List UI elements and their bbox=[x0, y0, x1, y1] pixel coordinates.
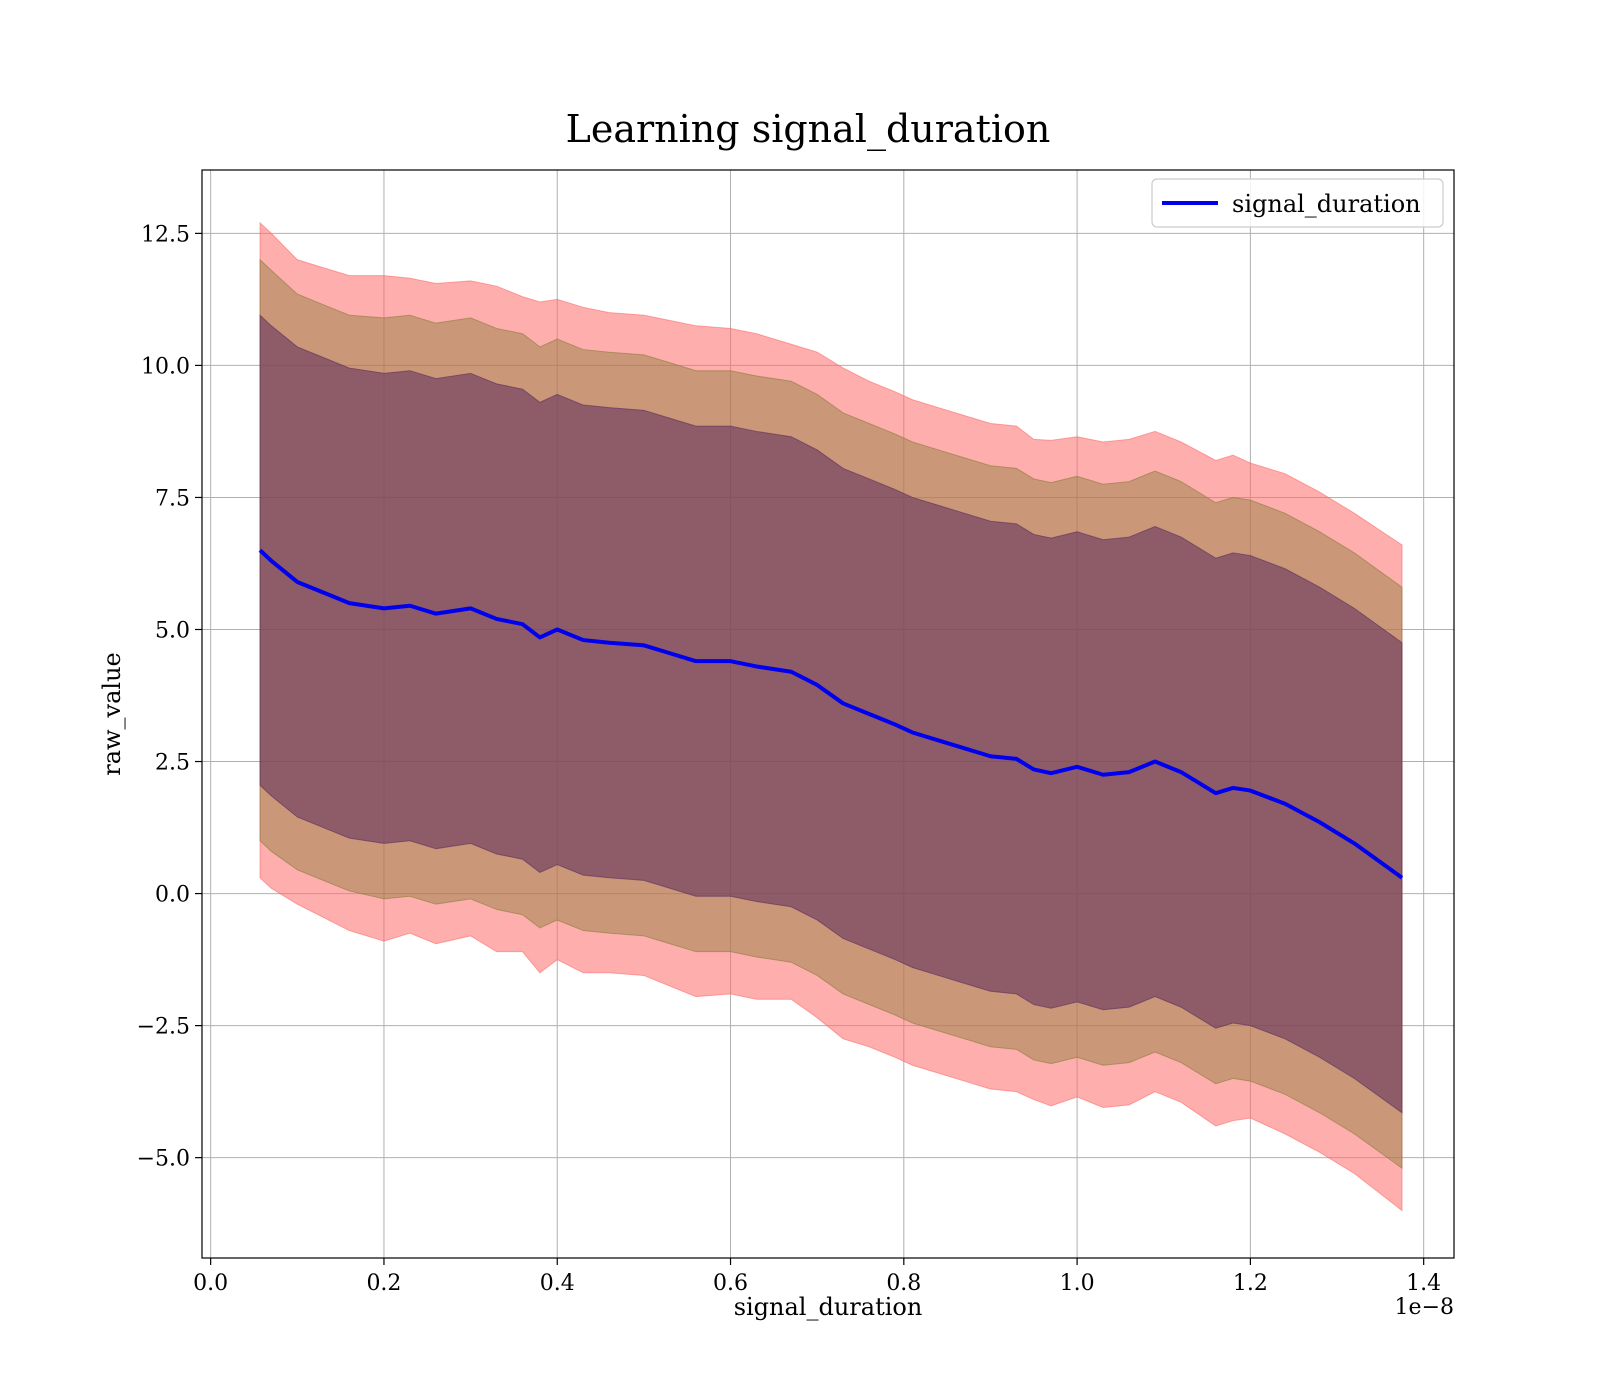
y-tick-label: 7.5 bbox=[155, 486, 190, 511]
y-tick-label: −5.0 bbox=[137, 1147, 190, 1172]
series-line-signal-duration bbox=[258, 548, 1404, 880]
x-axis-offset-label: 1e−8 bbox=[1395, 1295, 1454, 1320]
plot-frame bbox=[201, 169, 1455, 1259]
legend: signal_duration bbox=[1151, 178, 1444, 228]
legend-entry-label: signal_duration bbox=[1232, 190, 1421, 218]
plot-area: 0.0 0.2 0.4 0.6 0.8 1.0 1.2 1.4 −5.0 −2.5 0.0 2.5 5… bbox=[137, 169, 1455, 1296]
x-axis-label: signal_duration bbox=[734, 1293, 923, 1321]
y-tick-label: 5.0 bbox=[155, 618, 190, 643]
chart-title: Learning signal_duration bbox=[566, 107, 1051, 152]
x-tick-label: 0.6 bbox=[713, 1271, 748, 1296]
y-tick-label: 12.5 bbox=[141, 222, 190, 247]
x-tick-label: 0.4 bbox=[540, 1271, 575, 1296]
y-tick-label: −2.5 bbox=[137, 1015, 190, 1040]
y-tick-label: 10.0 bbox=[141, 354, 190, 379]
y-tick-label: 2.5 bbox=[155, 751, 190, 776]
x-tick-label: 1.4 bbox=[1406, 1271, 1441, 1296]
x-tick-label: 0.0 bbox=[193, 1271, 228, 1296]
x-tick-label: 1.0 bbox=[1060, 1271, 1095, 1296]
y-axis-label: raw_value bbox=[98, 652, 126, 776]
y-axis-ticks: −5.0 −2.5 0.0 2.5 5.0 7.5 10.0 12.5 bbox=[137, 222, 202, 1172]
x-tick-label: 1.2 bbox=[1233, 1271, 1268, 1296]
confidence-bands bbox=[259, 221, 1403, 1212]
legend-box bbox=[1151, 178, 1444, 228]
x-tick-label: 0.2 bbox=[366, 1271, 401, 1296]
series-lines bbox=[258, 548, 1404, 880]
y-tick-label: 0.0 bbox=[155, 883, 190, 908]
x-tick-label: 0.8 bbox=[886, 1271, 921, 1296]
band-inner bbox=[259, 314, 1403, 1114]
x-axis-ticks: 0.0 0.2 0.4 0.6 0.8 1.0 1.2 1.4 bbox=[193, 1258, 1441, 1296]
